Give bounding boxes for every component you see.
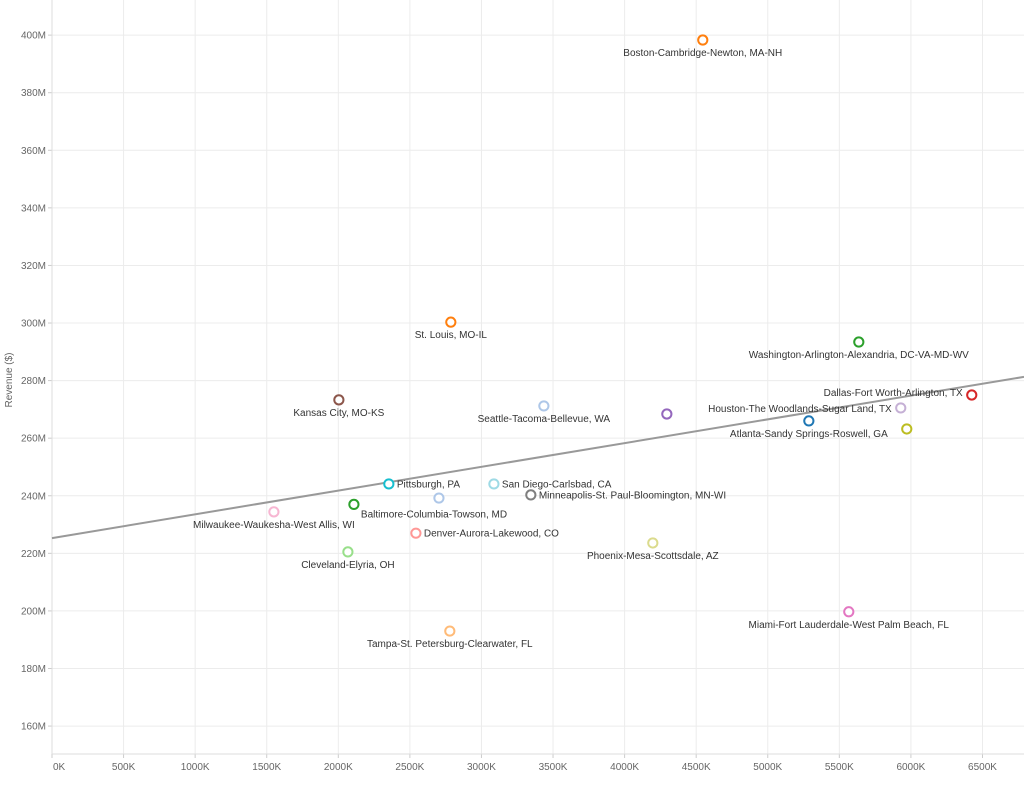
y-tick-label: 160M [21,722,46,733]
x-tick-label: 6500K [968,762,997,773]
data-label: Washington-Arlington-Alexandria, DC-VA-M… [749,350,969,361]
data-point [488,478,500,490]
y-tick-label: 260M [21,434,46,445]
data-point [895,402,907,414]
data-point [966,389,978,401]
points: Boston-Cambridge-Newton, MA-NH St. Louis,… [193,34,978,650]
data-point [525,489,537,501]
data-label: Cleveland-Elyria, OH [301,560,394,571]
data-label: Kansas City, MO-KS [293,408,384,419]
data-point [843,606,855,618]
data-point [901,423,913,435]
x-tick-label: 0K [53,762,66,773]
data-label: Tampa-St. Petersburg-Clearwater, FL [367,639,533,650]
x-tick-label: 3000K [467,762,496,773]
grid [51,0,1024,754]
data-point [342,546,354,558]
y-axis-title: Revenue ($) [4,352,15,407]
data-point [433,492,445,504]
data-label: Miami-Fort Lauderdale-West Palm Beach, F… [749,620,950,631]
y-tick-label: 220M [21,549,46,560]
data-point [383,478,395,490]
x-tick-label: 5500K [825,762,854,773]
y-tick-label: 340M [21,203,46,214]
data-point [445,316,457,328]
x-tick-label: 3500K [539,762,568,773]
data-label: Minneapolis-St. Paul-Bloomington, MN-WI [539,490,726,501]
data-point [803,415,815,427]
x-tick-label: 2500K [395,762,424,773]
data-point [538,400,550,412]
data-point [333,394,345,406]
y-axis: 160M 180M 200M 220M 240M 260M 280M 300M 320M 340M… [21,0,53,754]
x-axis: 0K 500K 1000K 1500K 2000K 2500K 3000K 3500K 4000… [51,753,1024,773]
y-tick-label: 240M [21,491,46,502]
data-label: Houston-The Woodlands-Sugar Land, TX [708,404,892,415]
x-tick-label: 2000K [324,762,353,773]
y-tick-label: 380M [21,88,46,99]
data-label: Milwaukee-Waukesha-West Allis, WI [193,520,355,531]
trend-line [51,375,1024,540]
y-tick-label: 180M [21,664,46,675]
x-tick-label: 4500K [682,762,711,773]
data-label: Boston-Cambridge-Newton, MA-NH [623,48,782,59]
data-label: Denver-Aurora-Lakewood, CO [424,529,559,540]
data-label: Atlanta-Sandy Springs-Roswell, GA [730,429,888,440]
data-point [444,625,456,637]
y-tick-label: 320M [21,261,46,272]
data-label: Phoenix-Mesa-Scottsdale, AZ [587,551,719,562]
x-tick-label: 6000K [896,762,925,773]
x-tick-label: 4000K [610,762,639,773]
y-tick-label: 200M [21,606,46,617]
data-point [410,527,422,539]
data-label: Pittsburgh, PA [397,479,461,490]
data-label: Baltimore-Columbia-Towson, MD [361,509,507,520]
y-tick-label: 360M [21,146,46,157]
y-tick-label: 400M [21,31,46,42]
trend-line-group [51,375,1024,540]
data-point [647,537,659,549]
data-label: St. Louis, MO-IL [415,330,488,341]
x-tick-label: 1500K [252,762,281,773]
x-tick-label: 1000K [181,762,210,773]
data-point [697,34,709,46]
x-tick-label: 500K [112,762,136,773]
data-label: San Diego-Carlsbad, CA [502,479,612,490]
data-label: Seattle-Tacoma-Bellevue, WA [478,414,611,425]
y-tick-label: 280M [21,376,46,387]
x-tick-label: 5000K [753,762,782,773]
data-point [853,336,865,348]
data-label: Dallas-Fort Worth-Arlington, TX [824,388,963,399]
data-point [268,506,280,518]
data-point [348,498,360,510]
y-tick-label: 300M [21,319,46,330]
data-point [661,408,673,420]
